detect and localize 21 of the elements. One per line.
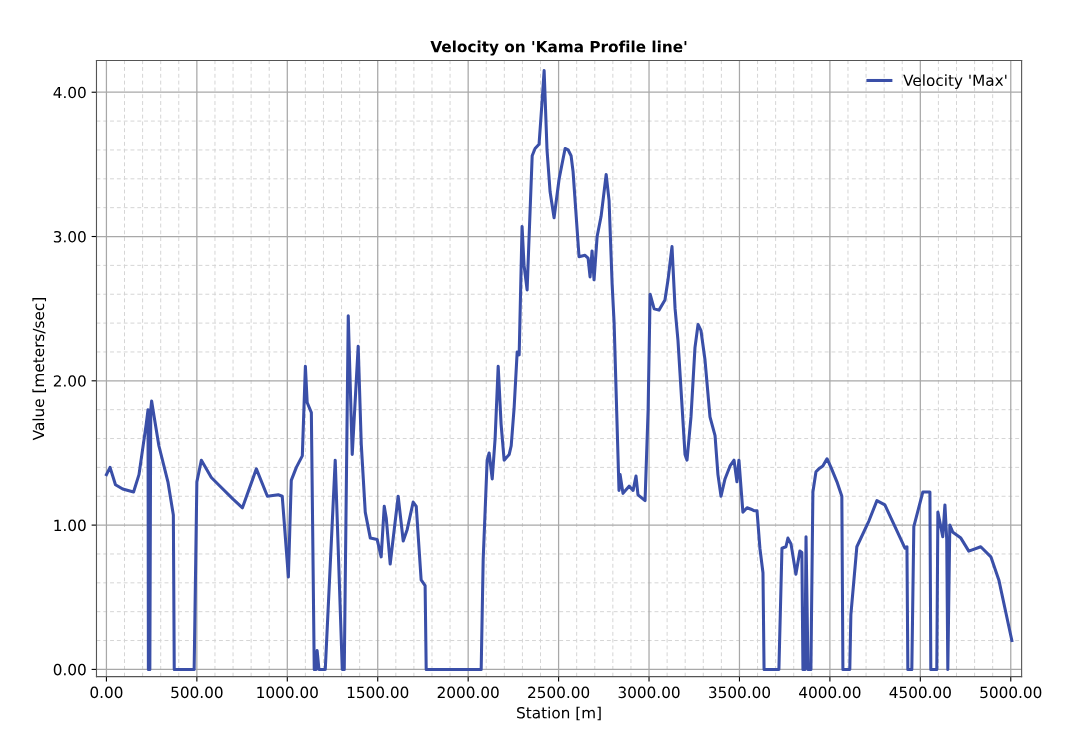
x-tick-label: 2000.00 [437, 686, 499, 699]
x-tick-label: 500.00 [171, 686, 223, 699]
x-tick-label: 1000.00 [257, 686, 318, 699]
y-tick-label: 1.00 [54, 519, 86, 532]
y-tick-label: 4.00 [53, 86, 86, 99]
x-tick-label: 4500.00 [889, 686, 951, 699]
x-tick-label: 2500.00 [528, 686, 590, 699]
x-tick-label: 0.00 [90, 686, 123, 699]
x-axis-title: Station [m] [517, 706, 601, 721]
x-tick-label: 4000.00 [799, 686, 861, 699]
x-tick-label: 3000.00 [618, 686, 680, 699]
y-tick-label: 3.00 [53, 230, 86, 243]
legend-label: Velocity 'Max' [903, 74, 1007, 90]
y-axis-title: Value [meters/sec] [32, 298, 47, 441]
line-series [104, 69, 1014, 671]
chart-title: Velocity on 'Kama Profile line' [430, 40, 687, 56]
x-tick-label: 3500.00 [709, 686, 771, 699]
x-tick-label: 1500.00 [347, 686, 409, 699]
y-tick-label: 0.00 [53, 663, 86, 676]
y-tick-label: 2.00 [53, 375, 86, 387]
x-tick-label: 5000.00 [980, 686, 1042, 699]
